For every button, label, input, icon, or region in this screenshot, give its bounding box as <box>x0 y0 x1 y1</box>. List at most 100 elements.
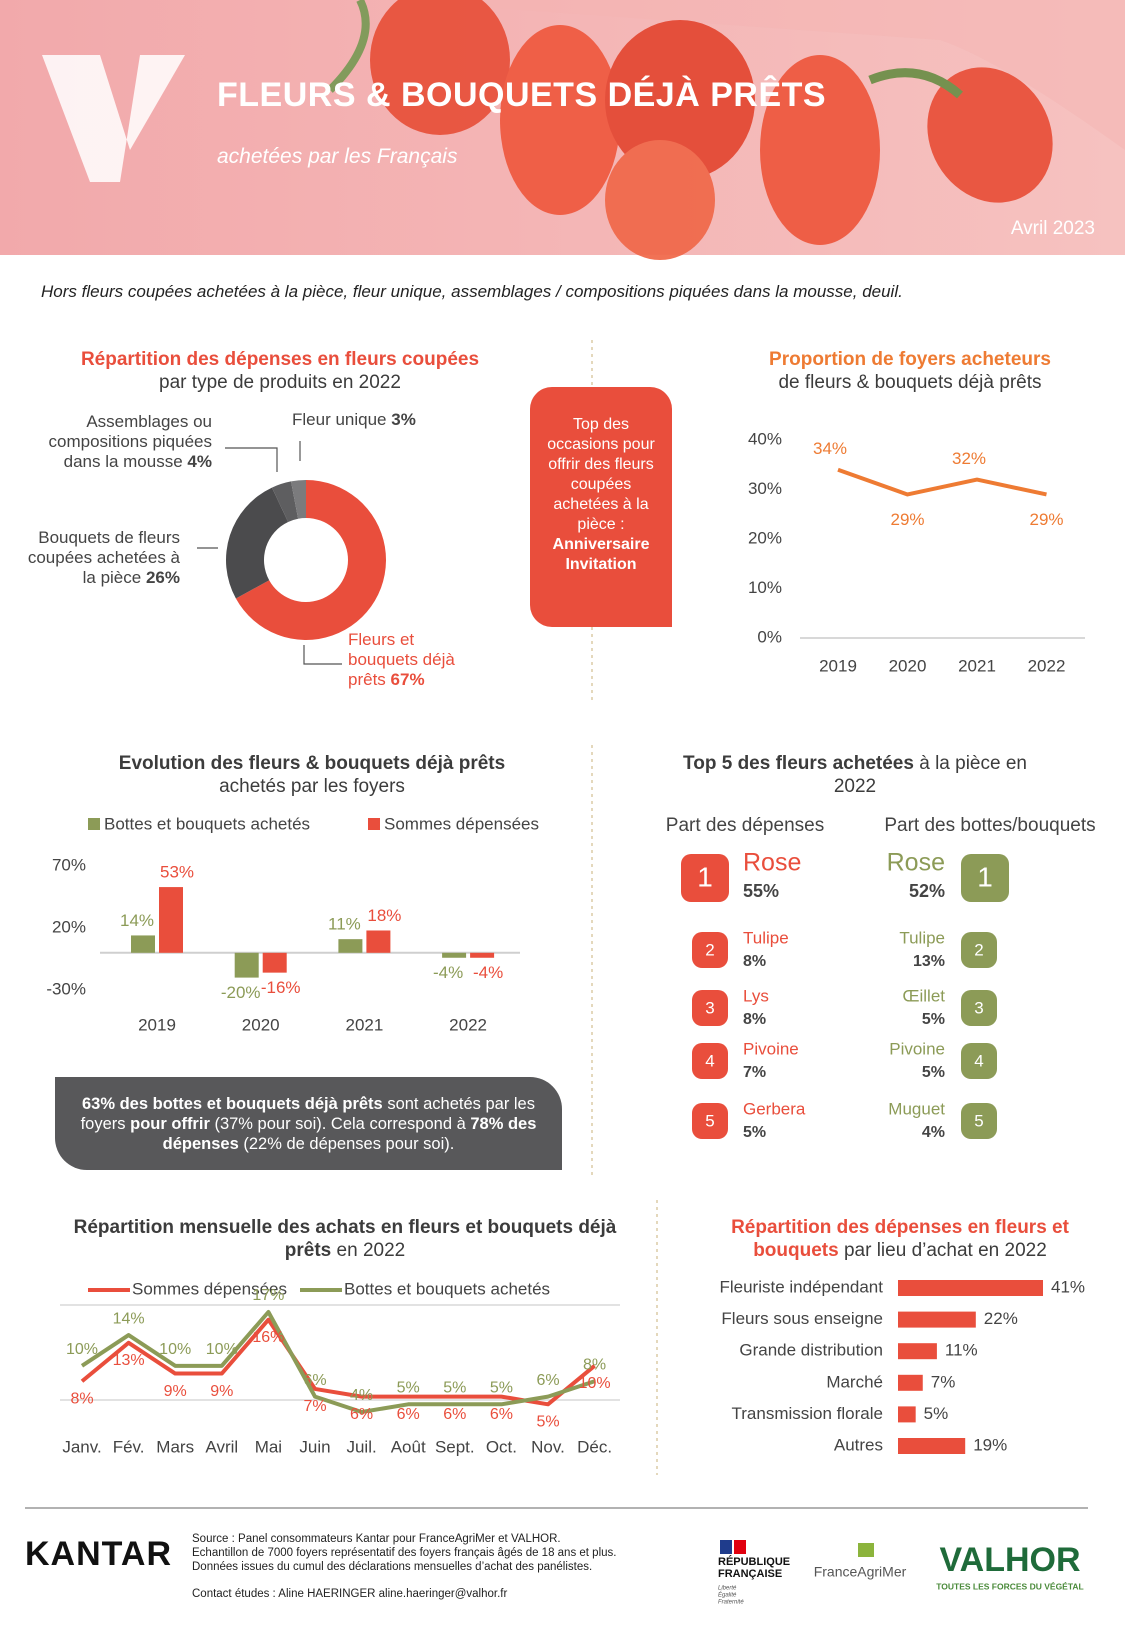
rank-badge <box>692 1043 728 1079</box>
column-heading: Part des bottes/bouquets <box>884 815 1095 836</box>
rank: 3 <box>974 998 983 1017</box>
line <box>80 1310 596 1414</box>
subtitle: à la pièce en 2022 <box>833 753 1027 797</box>
devise: Fraternité <box>718 1600 744 1606</box>
bar <box>234 952 259 978</box>
category-label: Fleuriste indépendant <box>719 1277 883 1296</box>
value-label: 5% <box>536 1414 559 1431</box>
y-tick-label: 20% <box>748 528 782 547</box>
occasion: Anniversaire <box>552 536 650 553</box>
value-label: 53% <box>160 863 194 882</box>
value-label: 41% <box>1051 1277 1085 1296</box>
value-label: 9% <box>164 1383 187 1400</box>
flower-name: Tulipe <box>743 928 789 947</box>
section-title: Répartition des dépenses en fleurs coupé… <box>40 348 520 394</box>
flower-share: 4% <box>922 1124 945 1141</box>
rank: 5 <box>705 1111 714 1130</box>
flag-red <box>734 1540 746 1554</box>
flower-name: Lys <box>743 986 769 1005</box>
flower-name: Pivoine <box>743 1039 799 1058</box>
callout-text: sont achetés par les foyers <box>80 1095 535 1133</box>
bar <box>442 952 467 958</box>
flower-share: 8% <box>743 1011 766 1028</box>
rank-badge <box>961 990 997 1026</box>
y-tick-label: -30% <box>46 979 86 998</box>
x-tick-label: Janv. <box>62 1437 101 1456</box>
flower-name: Muguet <box>888 1099 945 1118</box>
line <box>80 1317 596 1407</box>
subtitle: par type de produits en 2022 <box>159 372 401 393</box>
occasions-box: Top des occasions pour offrir des fleurs… <box>530 387 672 627</box>
x-tick-label: Déc. <box>577 1437 612 1456</box>
flower-name: Rose <box>887 849 945 877</box>
bar <box>898 1280 1043 1296</box>
title: Répartition des dépenses en fleurs et bo… <box>731 1217 1069 1261</box>
value-label: 29% <box>890 510 924 529</box>
x-tick-label: 2022 <box>1028 656 1066 675</box>
value-label: 6% <box>443 1406 466 1423</box>
valhor: VALHOR <box>939 1541 1080 1579</box>
bar <box>338 939 363 953</box>
value-label: 34% <box>813 439 847 458</box>
rank-badge <box>961 1043 997 1079</box>
flower-share: 7% <box>743 1064 766 1081</box>
source-line: Echantillon de 7000 foyers représentatif… <box>192 1547 616 1559</box>
value-label: 11% <box>328 915 361 934</box>
section-title: Top 5 des fleurs achetées à la pièce en … <box>660 752 1050 798</box>
rank: 3 <box>705 998 714 1017</box>
rank-badge <box>961 932 997 968</box>
franceagrimer: FranceAgriMer <box>814 1564 907 1580</box>
value-label: 19% <box>973 1435 1007 1454</box>
x-tick-label: Mai <box>255 1437 282 1456</box>
donut-slice <box>271 481 299 522</box>
value-label: 5% <box>397 1380 420 1397</box>
value-label: 7% <box>303 1398 326 1415</box>
value-label: 6% <box>350 1406 373 1423</box>
header-title: FLEURS & BOUQUETS DÉJÀ PRÊTS <box>217 76 827 114</box>
subtitle: en 2022 <box>336 1240 406 1261</box>
rank-badge <box>961 854 1009 902</box>
x-tick-label: Nov. <box>531 1437 565 1456</box>
y-tick-label: 40% <box>748 429 782 448</box>
rank: 1 <box>697 861 713 892</box>
value-label: 9% <box>210 1383 233 1400</box>
flower-share: 13% <box>913 953 945 970</box>
bar <box>262 952 287 973</box>
y-tick-label: 30% <box>748 479 782 498</box>
legend-label: Bottes et bouquets achetés <box>344 1279 550 1298</box>
category-label: Grande distribution <box>739 1341 883 1360</box>
flower-share: 5% <box>922 1011 945 1028</box>
x-tick-label: Avril <box>205 1437 238 1456</box>
value-label: 14% <box>113 1310 145 1327</box>
x-tick-label: Fév. <box>113 1437 145 1456</box>
value-label: 32% <box>952 449 986 468</box>
x-tick-label: 2020 <box>242 1015 280 1034</box>
title: Répartition mensuelle des achats en fleu… <box>73 1217 617 1261</box>
pie-value: 26% <box>145 568 180 587</box>
donut-slice <box>225 487 289 599</box>
x-tick-label: 2022 <box>449 1015 487 1034</box>
line <box>837 467 1047 497</box>
value-label: 16% <box>252 1329 284 1346</box>
value-label: 6% <box>303 1372 326 1389</box>
subtitle: achetés par les foyers <box>219 776 405 797</box>
kantar-logo: KANTAR <box>25 1535 172 1573</box>
rank: 5 <box>974 1111 983 1130</box>
flower-name: Rose <box>743 849 801 877</box>
pie-label: Assemblages ou compositions piquées dans… <box>40 412 212 472</box>
value-label: 8% <box>583 1356 606 1373</box>
category-label: Autres <box>834 1435 883 1454</box>
x-tick-label: Août <box>391 1437 426 1456</box>
callout-text: pour offrir <box>130 1115 210 1133</box>
devise: Liberté <box>718 1586 737 1592</box>
x-tick-label: 2019 <box>819 656 857 675</box>
column-heading: Part des dépenses <box>666 815 824 836</box>
rank-badge <box>692 932 728 968</box>
flower-share: 5% <box>743 1124 766 1141</box>
callout-text: (37% pour soi). Cela correspond à <box>209 1115 471 1133</box>
pie-label: Bouquets de fleurs coupées achetées à la… <box>20 528 180 588</box>
flower-name: Gerbera <box>743 1099 806 1118</box>
bar <box>898 1438 966 1454</box>
contact: Contact études : Aline HAERINGER aline.h… <box>192 1588 507 1600</box>
